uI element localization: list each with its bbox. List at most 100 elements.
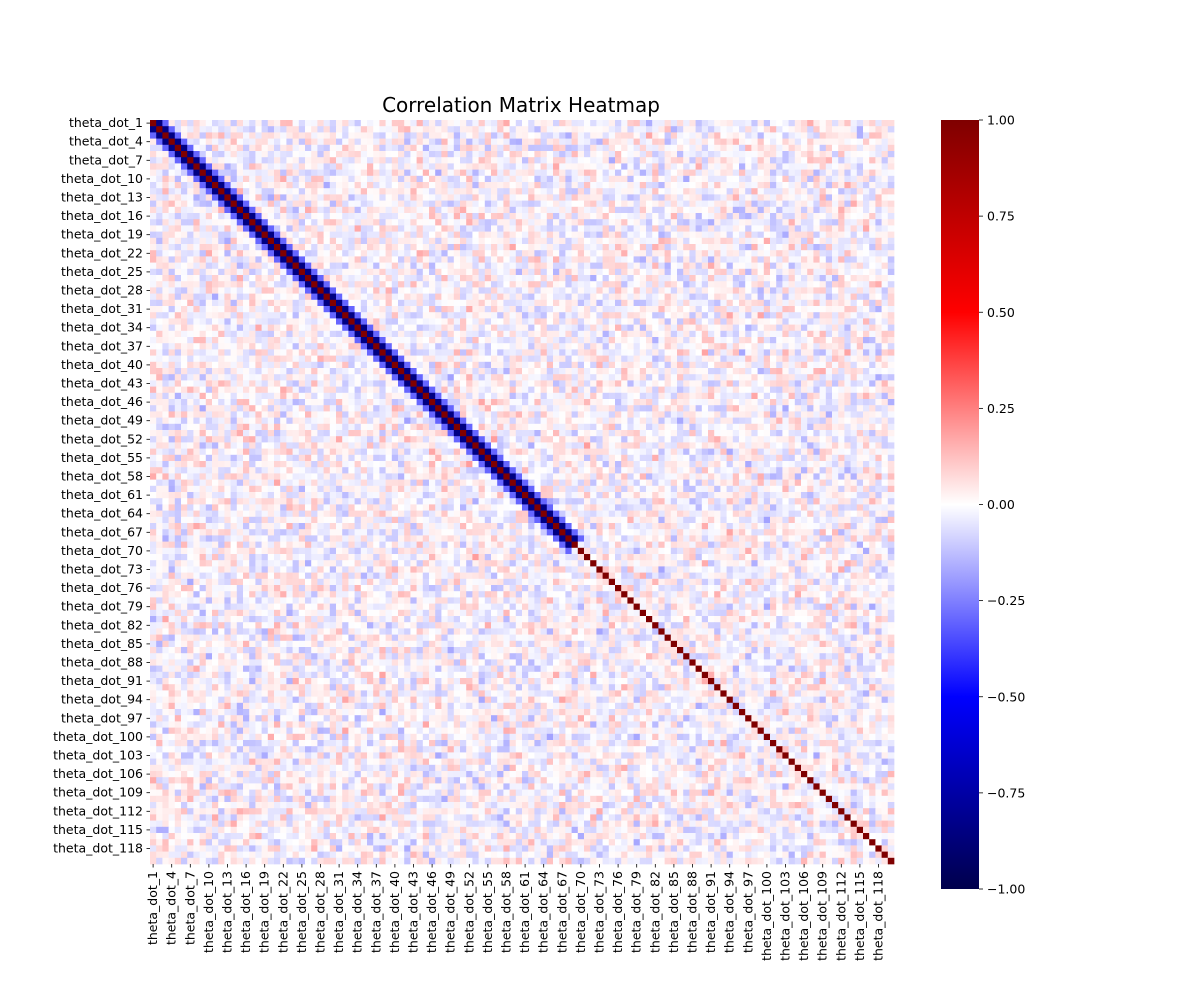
heatmap-cell xyxy=(299,132,306,139)
heatmap-cell xyxy=(423,269,430,276)
heatmap-cell xyxy=(547,312,554,319)
heatmap-cell xyxy=(789,275,796,282)
heatmap-cell xyxy=(820,312,827,319)
heatmap-cell xyxy=(541,256,548,263)
heatmap-cell xyxy=(578,318,585,325)
heatmap-cell xyxy=(454,163,461,170)
heatmap-cell xyxy=(696,225,703,232)
heatmap-cell xyxy=(714,207,721,214)
heatmap-cell xyxy=(466,263,473,270)
heatmap-cell xyxy=(286,232,293,239)
heatmap-cell xyxy=(789,318,796,325)
heatmap-cell xyxy=(578,225,585,232)
heatmap-cell xyxy=(336,300,343,307)
heatmap-cell xyxy=(795,219,802,226)
heatmap-cell xyxy=(751,263,758,270)
heatmap-cell xyxy=(789,232,796,239)
heatmap-cell xyxy=(404,287,411,294)
heatmap-cell xyxy=(851,163,858,170)
heatmap-cell xyxy=(491,269,498,276)
heatmap-cell xyxy=(572,294,579,301)
heatmap-cell xyxy=(882,306,889,313)
heatmap-cell xyxy=(646,232,653,239)
heatmap-cell xyxy=(373,182,380,189)
heatmap-cell xyxy=(770,176,777,183)
heatmap-cell xyxy=(348,157,355,164)
heatmap-cell xyxy=(813,176,820,183)
heatmap-cell xyxy=(466,287,473,294)
heatmap-cell xyxy=(479,151,486,158)
heatmap-cell xyxy=(510,120,517,127)
heatmap-cell xyxy=(460,176,467,183)
heatmap-cell xyxy=(206,275,213,282)
heatmap-cell xyxy=(324,362,331,369)
heatmap-cell xyxy=(863,225,870,232)
heatmap-cell xyxy=(615,126,622,133)
heatmap-cell xyxy=(373,170,380,177)
heatmap-cell xyxy=(398,238,405,245)
heatmap-cell xyxy=(398,256,405,263)
heatmap-cell xyxy=(255,188,262,195)
heatmap-cell xyxy=(212,244,219,251)
heatmap-cell xyxy=(640,281,647,288)
heatmap-cell xyxy=(652,170,659,177)
heatmap-cell xyxy=(305,232,312,239)
heatmap-cell xyxy=(510,182,517,189)
heatmap-cell xyxy=(596,275,603,282)
heatmap-cell xyxy=(404,343,411,350)
heatmap-cell xyxy=(516,170,523,177)
heatmap-cell xyxy=(733,312,740,319)
heatmap-cell xyxy=(156,132,163,139)
heatmap-cell xyxy=(708,275,715,282)
heatmap-cell xyxy=(286,120,293,127)
heatmap-cell xyxy=(882,120,889,127)
heatmap-cell xyxy=(565,374,572,381)
heatmap-cell xyxy=(212,263,219,270)
heatmap-cell xyxy=(410,349,417,356)
heatmap-cell xyxy=(677,151,684,158)
heatmap-cell xyxy=(534,269,541,276)
heatmap-cell xyxy=(286,269,293,276)
heatmap-cell xyxy=(243,294,250,301)
heatmap-cell xyxy=(720,294,727,301)
heatmap-cell xyxy=(522,263,529,270)
heatmap-cell xyxy=(317,232,324,239)
heatmap-cell xyxy=(231,368,238,375)
heatmap-cell xyxy=(528,207,535,214)
heatmap-cell xyxy=(820,194,827,201)
heatmap-cell xyxy=(206,120,213,127)
heatmap-cell xyxy=(200,213,207,220)
heatmap-cell xyxy=(832,207,839,214)
heatmap-cell xyxy=(844,300,851,307)
heatmap-cell xyxy=(336,201,343,208)
heatmap-cell xyxy=(491,281,498,288)
heatmap-cell xyxy=(553,182,560,189)
heatmap-cell xyxy=(181,269,188,276)
heatmap-cell xyxy=(534,343,541,350)
heatmap-cell xyxy=(596,244,603,251)
heatmap-cell xyxy=(739,213,746,220)
heatmap-cell xyxy=(541,263,548,270)
heatmap-cell xyxy=(547,176,554,183)
heatmap-cell xyxy=(224,232,231,239)
heatmap-cell xyxy=(460,132,467,139)
heatmap-cell xyxy=(528,269,535,276)
heatmap-cell xyxy=(206,374,213,381)
heatmap-cell xyxy=(720,120,727,127)
heatmap-cell xyxy=(534,306,541,313)
heatmap-cell xyxy=(311,269,318,276)
heatmap-cell xyxy=(423,213,430,220)
heatmap-cell xyxy=(212,287,219,294)
heatmap-cell xyxy=(212,275,219,282)
heatmap-cell xyxy=(851,337,858,344)
heatmap-cell xyxy=(181,256,188,263)
heatmap-cell xyxy=(572,120,579,127)
heatmap-cell xyxy=(286,337,293,344)
heatmap-cell xyxy=(689,362,696,369)
heatmap-cell xyxy=(379,263,386,270)
heatmap-cell xyxy=(423,337,430,344)
heatmap-cell xyxy=(578,201,585,208)
heatmap-cell xyxy=(751,157,758,164)
heatmap-cell xyxy=(255,170,262,177)
heatmap-cell xyxy=(150,281,157,288)
